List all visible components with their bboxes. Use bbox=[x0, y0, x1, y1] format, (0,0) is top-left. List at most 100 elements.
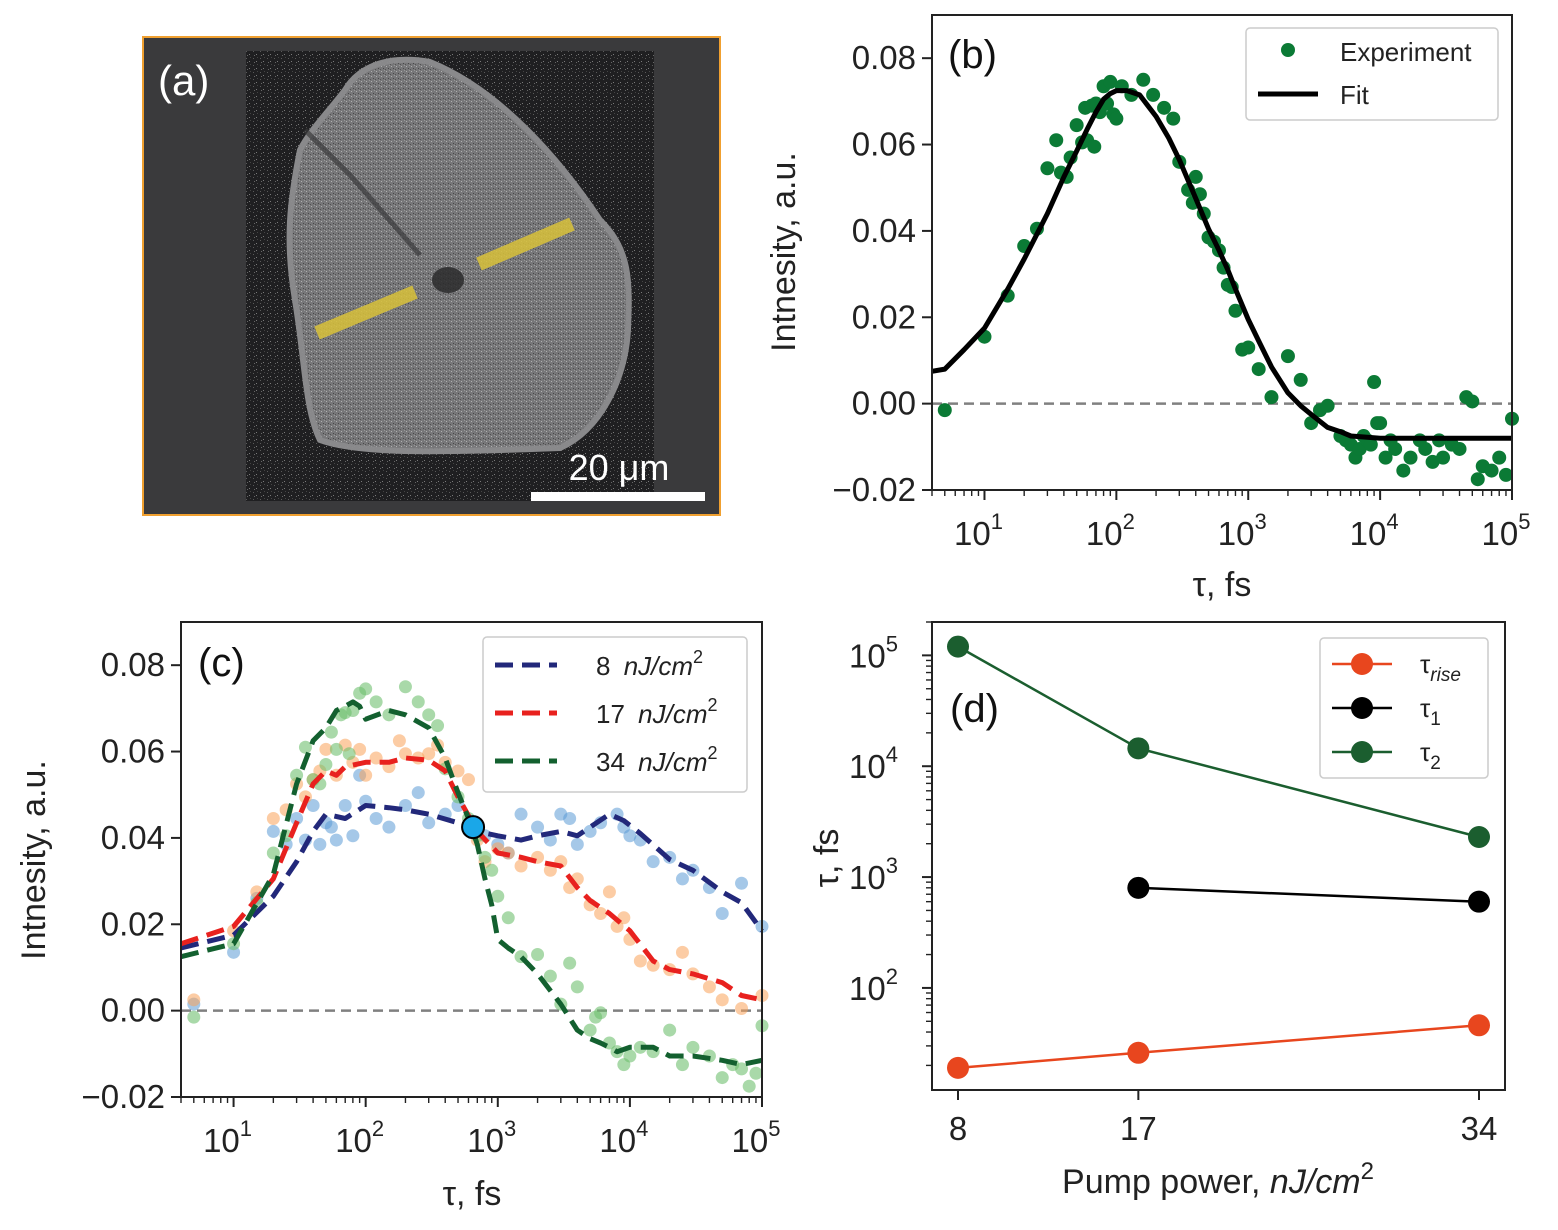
series-17-point bbox=[359, 768, 373, 782]
tau-1-point bbox=[1468, 890, 1490, 913]
series-34-point bbox=[543, 969, 557, 983]
experiment-point bbox=[1228, 303, 1243, 318]
tau-rise-legend-marker bbox=[1351, 653, 1373, 675]
y-tick-label: 0.08 bbox=[101, 646, 165, 683]
x-tick-base: 10 bbox=[1350, 515, 1387, 552]
yellow-line-right bbox=[476, 217, 575, 271]
series-34-point bbox=[663, 1023, 677, 1037]
experiment-point bbox=[1166, 111, 1181, 126]
series-34-point bbox=[359, 682, 373, 696]
x-tick-exp: 4 bbox=[1386, 509, 1398, 534]
series-17-point bbox=[319, 742, 333, 756]
series-8-point bbox=[313, 837, 327, 851]
experiment-point bbox=[1484, 463, 1499, 478]
experiment-point bbox=[1146, 87, 1161, 102]
experiment-point bbox=[1241, 340, 1256, 355]
tau-rise-line bbox=[957, 1024, 1480, 1070]
y-tick-label: 0.08 bbox=[852, 39, 916, 76]
panel-a-micrograph: (a) 20 μm bbox=[142, 36, 721, 516]
yellow-line-left bbox=[314, 285, 418, 340]
experiment-point bbox=[1264, 390, 1279, 405]
tau-1-legend-base: τ bbox=[1420, 693, 1431, 723]
x-tick-base: 10 bbox=[203, 1122, 240, 1159]
flake-crack bbox=[303, 128, 422, 257]
x-tick-label: 103 bbox=[467, 1116, 516, 1159]
experiment-point bbox=[1157, 100, 1172, 115]
axes-frame bbox=[931, 14, 1513, 491]
series-34-point bbox=[485, 863, 499, 877]
series-34-point bbox=[411, 695, 425, 709]
series-8-point bbox=[646, 855, 660, 869]
series-34-point bbox=[324, 725, 338, 739]
x-tick-base: 10 bbox=[1086, 515, 1123, 552]
legend-17-exp: 2 bbox=[708, 695, 718, 715]
legend-34-num: 34 bbox=[596, 747, 632, 777]
series-34-point bbox=[369, 695, 383, 709]
series-8-point bbox=[382, 820, 396, 834]
experiment-point bbox=[1436, 450, 1451, 465]
tau-rise-point bbox=[947, 1056, 969, 1079]
series-34-point bbox=[346, 704, 360, 718]
x-tick-base: 10 bbox=[335, 1122, 372, 1159]
series-34-point bbox=[749, 1066, 763, 1080]
experiment-point bbox=[1465, 394, 1480, 409]
tau-1-legend-marker bbox=[1351, 697, 1373, 719]
series-34-point bbox=[187, 1010, 201, 1024]
y-axis-label: Intnesity, a.u. bbox=[765, 152, 803, 352]
series-34-point bbox=[715, 1071, 729, 1085]
x-tick-label: 101 bbox=[954, 509, 1003, 552]
experiment-point bbox=[1293, 372, 1308, 387]
x-tick-label: 105 bbox=[732, 1116, 781, 1159]
y-tick-label: −0.02 bbox=[82, 1078, 166, 1115]
x-tick-label: 101 bbox=[203, 1116, 252, 1159]
experiment-point bbox=[1388, 441, 1403, 456]
series-8-point bbox=[411, 786, 425, 800]
x-tick-exp: 5 bbox=[1518, 509, 1530, 534]
x-tick-label: 104 bbox=[599, 1116, 648, 1159]
x-tick-label: 8 bbox=[949, 1110, 967, 1147]
series-8-point bbox=[583, 824, 597, 838]
experiment-point bbox=[1373, 416, 1388, 431]
legend-fit-label: Fit bbox=[1340, 80, 1370, 110]
series-8-point bbox=[715, 906, 729, 920]
series-34-point bbox=[735, 1062, 749, 1076]
y-tick-label: 0.00 bbox=[852, 385, 916, 422]
x-axis-label-unit: nJ/cm bbox=[1270, 1163, 1361, 1201]
series-34-point bbox=[319, 758, 333, 771]
x-tick-label: 102 bbox=[1086, 509, 1135, 552]
scalebar bbox=[531, 492, 705, 501]
flake-defect bbox=[432, 267, 464, 293]
tau-2-legend-marker bbox=[1351, 741, 1373, 763]
experiment-point bbox=[1069, 118, 1084, 133]
legend-experiment-marker bbox=[1281, 43, 1295, 57]
series-17-point bbox=[187, 993, 201, 1007]
y-tick-label: 0.06 bbox=[101, 733, 165, 770]
legend-box bbox=[482, 636, 748, 793]
x-tick-base: 10 bbox=[599, 1122, 636, 1159]
experiment-point bbox=[1188, 169, 1203, 184]
legend-17-label: 17 nJ/cm2 bbox=[596, 695, 718, 729]
x-tick-label: 34 bbox=[1461, 1110, 1498, 1147]
series-17-point bbox=[461, 773, 475, 787]
y-tick-label: 0.04 bbox=[852, 212, 916, 249]
tau-1-line bbox=[1138, 886, 1480, 903]
y-tick-label: 0.06 bbox=[852, 126, 916, 163]
series-34-point bbox=[583, 1023, 597, 1037]
series-17-point bbox=[702, 980, 716, 994]
series-8-point bbox=[346, 829, 360, 843]
series-8-point bbox=[514, 807, 528, 821]
series-34-point bbox=[570, 980, 584, 994]
series-17-point bbox=[602, 885, 616, 899]
legend-8-exp: 2 bbox=[693, 647, 703, 667]
series-8-point bbox=[563, 811, 577, 825]
y-tick-exp: 5 bbox=[886, 631, 898, 656]
y-tick-exp: 3 bbox=[886, 853, 898, 878]
x-tick-exp: 3 bbox=[504, 1116, 516, 1141]
series-17-point bbox=[392, 734, 406, 748]
tau-1-point bbox=[1127, 876, 1150, 899]
experiment-point bbox=[1320, 398, 1335, 413]
experiment-point bbox=[1103, 74, 1118, 89]
experiment-point bbox=[1251, 362, 1266, 377]
